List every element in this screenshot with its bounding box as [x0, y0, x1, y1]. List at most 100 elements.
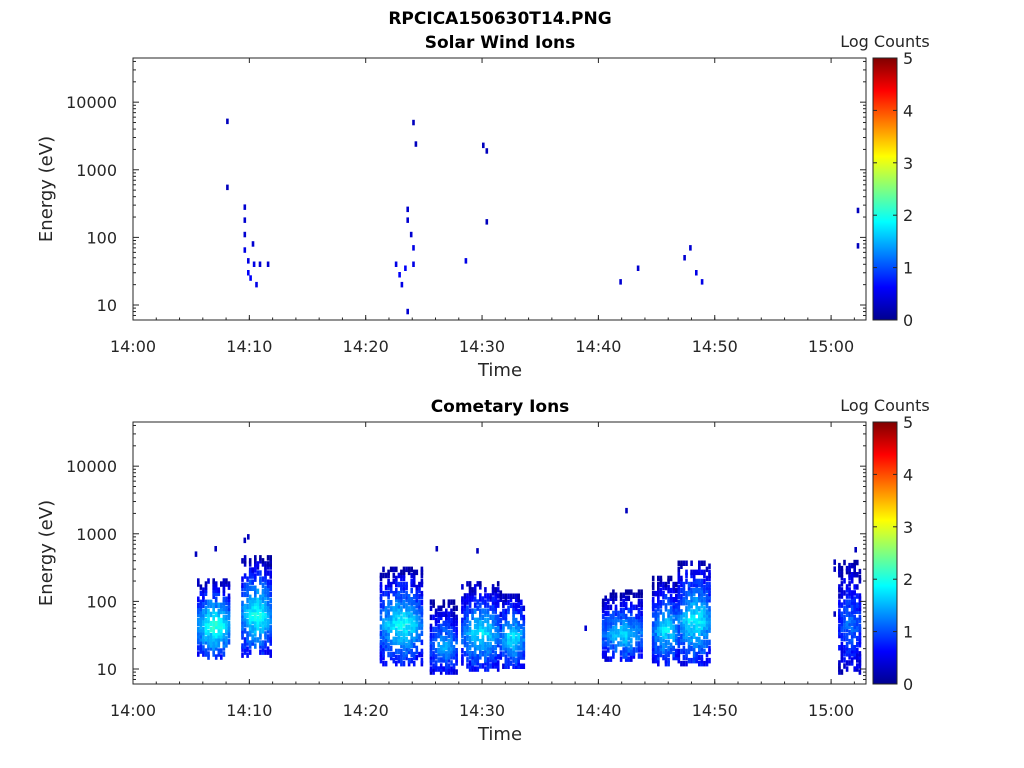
heatmap-cell — [522, 663, 526, 669]
x-axis-label: Time — [477, 724, 522, 745]
heatmap-cell — [843, 663, 846, 669]
heatmap-cell — [476, 635, 480, 642]
heatmap-cell — [225, 599, 228, 606]
heatmap-cell — [471, 654, 474, 660]
heatmap-cell — [214, 584, 218, 590]
heatmap-cell — [212, 639, 215, 645]
heatmap-cell — [840, 642, 844, 648]
x-tick-label: 15:00 — [808, 701, 854, 720]
heatmap-cell — [389, 584, 393, 591]
heatmap-cell — [687, 581, 691, 588]
heatmap-cell — [450, 651, 453, 657]
heatmap-cell — [407, 600, 411, 606]
heatmap-cell — [614, 616, 618, 623]
heatmap-cell — [415, 624, 419, 630]
heatmap-cell — [251, 573, 254, 579]
heatmap-cell — [504, 608, 508, 615]
heatmap-cell — [220, 620, 223, 627]
heatmap-cell — [685, 600, 688, 606]
heatmap-cell — [387, 578, 390, 585]
heatmap-cell — [703, 569, 706, 576]
heatmap-cell — [514, 645, 518, 651]
heatmap-cell — [202, 617, 205, 624]
heatmap-cell — [692, 581, 696, 588]
heatmap-cell — [680, 624, 683, 630]
heatmap-cell — [392, 657, 396, 664]
heatmap-cell — [698, 569, 701, 576]
heatmap-cell — [473, 584, 477, 590]
heatmap-cell — [657, 600, 660, 606]
heatmap-cell — [261, 582, 265, 588]
heatmap-cell — [619, 616, 623, 623]
heatmap-cell — [677, 603, 681, 609]
heatmap-cell — [269, 591, 272, 598]
heatmap-cell — [447, 642, 451, 648]
heatmap-cell — [853, 584, 856, 590]
heatmap-cells — [194, 507, 862, 675]
heatmap-cell — [410, 642, 413, 649]
heatmap-cell — [496, 599, 500, 605]
heatmap-cell — [622, 638, 625, 644]
heatmap-cell — [512, 657, 515, 663]
heatmap-cell — [700, 618, 704, 624]
heatmap-cell — [850, 642, 854, 648]
heatmap-cell — [437, 657, 440, 663]
heatmap-cell — [269, 619, 272, 625]
heatmap-cell — [266, 591, 270, 598]
heatmap-cell — [473, 648, 477, 654]
heatmap-cell — [392, 578, 396, 585]
heatmap-cell — [471, 587, 474, 593]
heatmap-cell — [522, 626, 526, 633]
heatmap-cell — [241, 619, 244, 625]
heatmap-cell — [520, 636, 523, 642]
heatmap-cell — [858, 657, 862, 663]
heatmap-cell — [609, 616, 613, 623]
heatmap-cell — [520, 663, 523, 669]
heatmap-cell — [703, 633, 706, 639]
heatmap-cell — [227, 581, 231, 587]
heatmap-cell — [400, 636, 403, 643]
heatmap-cell — [698, 648, 701, 655]
heatmap-cell — [692, 624, 696, 630]
heatmap-cell — [266, 588, 270, 595]
heatmap-cell — [384, 645, 388, 652]
heatmap-cell — [404, 265, 407, 271]
heatmap-cell — [402, 639, 406, 646]
heatmap-cell — [708, 609, 711, 615]
heatmap-cell — [853, 565, 856, 572]
heatmap-cell — [264, 588, 267, 595]
heatmap-cell — [406, 206, 409, 213]
heatmap-cell — [254, 597, 257, 604]
heatmap-cell — [858, 596, 862, 602]
heatmap-cell — [447, 657, 451, 663]
heatmap-cell — [471, 629, 474, 636]
heatmap-cell — [384, 639, 388, 646]
heatmap-cell — [685, 606, 688, 612]
heatmap-cell — [517, 623, 520, 630]
heatmap-cell — [269, 634, 272, 640]
heatmap-cell — [410, 597, 413, 603]
heatmap-cell — [484, 660, 487, 666]
heatmap-cell — [700, 578, 704, 585]
heatmap-cell — [400, 569, 403, 576]
heatmap-cell — [848, 638, 851, 645]
heatmap-cell — [434, 632, 438, 639]
heatmap-cell — [858, 605, 862, 611]
heatmap-cell — [695, 621, 698, 627]
heatmap-cell — [473, 641, 477, 648]
heatmap-cell — [654, 645, 658, 652]
heatmap-cell — [622, 647, 625, 653]
heatmap-cell — [197, 633, 200, 639]
heatmap-cell — [680, 560, 683, 566]
heatmap-cell — [700, 609, 704, 615]
heatmap-cell — [214, 623, 218, 630]
heatmap-cell — [463, 599, 467, 605]
heatmap-cell — [259, 612, 262, 619]
heatmap-cell — [507, 599, 510, 606]
heatmap-cell — [241, 576, 244, 582]
heatmap-cell — [220, 608, 223, 615]
heatmap-cell — [202, 633, 205, 639]
heatmap-cell — [856, 605, 859, 611]
heatmap-cell — [601, 619, 605, 626]
heatmap-cell — [651, 627, 655, 633]
